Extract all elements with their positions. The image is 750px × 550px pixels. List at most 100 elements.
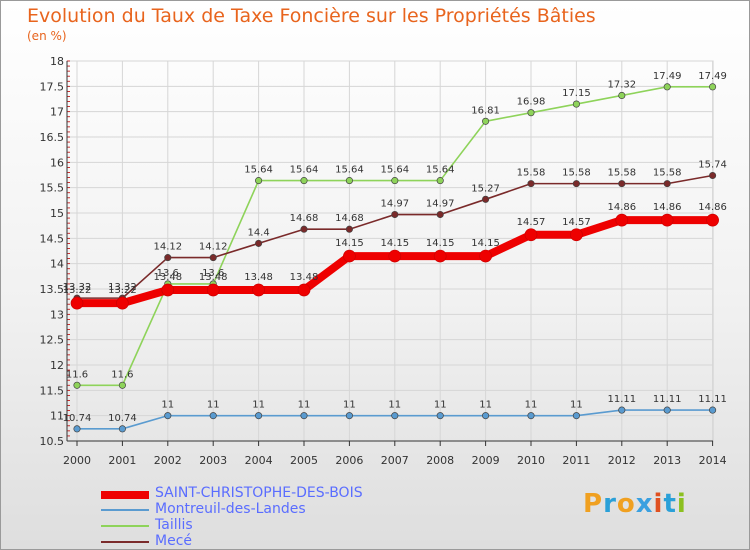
data-point [70,296,84,310]
data-label: 14.15 [380,238,409,249]
data-label: 14.57 [562,217,591,228]
logo-letter: i [676,489,687,519]
data-label: 14.97 [426,199,455,210]
data-label: 16.81 [471,105,500,116]
legend-swatch [101,509,149,511]
data-label: 11.11 [607,394,636,405]
legend-item-taillis: Taillis [101,517,421,533]
data-point [570,228,583,242]
data-point [436,177,444,185]
data-label: 10.74 [63,413,92,424]
y-tick-label: 14.5 [40,232,65,245]
y-tick-label: 17 [50,106,64,119]
x-tick-label: 2001 [108,454,136,467]
y-tick-label: 15 [50,207,64,220]
data-point [527,109,535,117]
data-point [709,406,717,414]
data-point [618,180,626,188]
data-label: 13.48 [153,272,182,283]
x-tick-label: 2002 [154,454,182,467]
data-label: 11.11 [698,394,727,405]
data-point [436,210,444,219]
x-tick-label: 2014 [699,454,727,467]
data-point [663,83,671,91]
x-tick-label: 2007 [381,454,409,467]
data-point [391,412,399,420]
x-tick-label: 2011 [562,454,590,467]
legend-swatch [101,525,149,527]
data-label: 11 [525,400,538,411]
logo-letter: x [635,489,654,519]
data-label: 15.64 [426,165,455,176]
data-label: 10.74 [108,413,137,424]
data-label: 11 [388,400,401,411]
data-label: 13.6 [202,268,224,279]
data-label: 15.64 [380,165,409,176]
data-label: 15.64 [335,165,364,176]
data-label: 14.86 [698,202,727,213]
data-point [255,239,263,247]
data-label: 14.15 [335,238,364,249]
data-point [73,425,81,433]
data-label: 14.86 [607,202,636,213]
data-point [479,249,492,263]
legend-swatch [101,491,149,499]
data-point [73,381,81,389]
data-label: 17.15 [562,88,591,99]
legend-label: Mecé [155,533,193,549]
data-label: 13.32 [63,282,92,293]
data-label: 15.58 [562,168,591,179]
y-tick-label: 12.5 [40,334,65,347]
data-label: 14.15 [426,238,455,249]
data-label: 17.49 [698,71,727,82]
data-label: 11 [161,400,174,411]
data-point [297,283,311,297]
data-point [209,254,217,262]
y-tick-label: 16 [50,156,64,169]
data-label: 17.32 [607,79,636,90]
data-label: 11 [479,400,492,411]
data-label: 16.98 [517,97,546,108]
data-point [118,425,126,433]
data-point [433,249,447,263]
data-label: 15.58 [607,168,636,179]
data-label: 11 [570,400,583,411]
y-tick-label: 14 [50,258,64,271]
data-label: 14.97 [380,199,409,210]
data-label: 11.11 [653,394,682,405]
x-tick-label: 2004 [245,454,273,467]
x-tick-label: 2012 [608,454,636,467]
data-point [255,177,263,185]
logo-letter: P [583,489,604,519]
data-point [209,412,217,420]
y-tick-label: 15.5 [40,182,65,195]
data-label: 14.68 [335,213,364,224]
legend-swatch [101,541,149,543]
x-tick-label: 2003 [199,454,227,467]
data-label: 13.22 [63,285,92,296]
data-point [660,213,674,227]
data-point [709,171,717,180]
data-point [206,283,220,297]
data-point [164,412,172,420]
data-label: 15.58 [653,168,682,179]
data-point [663,406,671,414]
data-point [118,381,126,389]
data-label: 13.48 [244,272,273,283]
data-label: 13.32 [108,282,137,293]
y-tick-label: 13.5 [40,283,65,296]
chart-title: Evolution du Taux de Taxe Foncière sur l… [27,5,596,27]
data-point [706,213,719,227]
data-point [618,406,626,414]
data-label: 14.86 [653,202,682,213]
legend-label: SAINT-CHRISTOPHE-DES-BOIS [155,485,363,501]
data-point [527,412,535,420]
data-point [572,412,580,420]
proxiti-logo: Proxiti [583,489,687,519]
data-point [482,117,490,125]
data-label: 13.6 [157,268,179,279]
data-point [618,91,626,100]
data-point [615,213,629,227]
